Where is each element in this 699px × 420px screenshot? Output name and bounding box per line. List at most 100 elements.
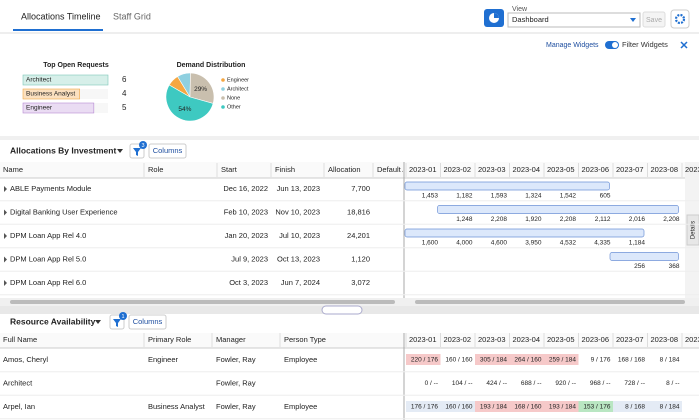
month-header: 2023-08: [651, 335, 679, 344]
view-label: View: [512, 6, 528, 13]
bar-value: 5: [122, 103, 127, 112]
filter-widgets-label: Filter Widgets: [622, 40, 668, 49]
cell: 688 / --: [521, 380, 542, 387]
cell: 153 / 176: [583, 404, 610, 411]
cell: Jan 20, 2023: [225, 231, 268, 240]
bar-value: 4: [122, 89, 127, 98]
scroll-thumb[interactable]: [415, 300, 685, 304]
month-header: 2023-02: [444, 165, 472, 174]
cell: Dec 16, 2022: [223, 184, 268, 193]
legend-swatch: [221, 96, 225, 100]
month-header: 2023-04: [513, 165, 541, 174]
cell: Engineer: [148, 355, 179, 364]
cell: 968 / --: [590, 380, 611, 387]
tab[interactable]: Allocations Timeline: [21, 11, 101, 21]
cell: 728 / --: [624, 380, 645, 387]
cell: 4,600: [491, 240, 508, 247]
cell: 2,112: [595, 216, 611, 223]
month-header: 2023-02: [444, 335, 472, 344]
cell: Jun 7, 2024: [281, 278, 320, 287]
cell: 368: [669, 263, 680, 270]
cell: 8 / 184: [660, 404, 680, 411]
cell: 3,072: [351, 278, 370, 287]
cell: Fowler, Ray: [216, 378, 256, 387]
view-value: Dashboard: [512, 15, 549, 24]
cell: 1,542: [560, 193, 577, 200]
section-title[interactable]: Resource Availability: [10, 316, 96, 326]
month-header: 2023-05: [547, 165, 575, 174]
month-header: 2023-07: [616, 165, 644, 174]
cell: 7,700: [351, 184, 370, 193]
month-header: 2023-01: [409, 165, 437, 174]
column-header: Finish: [275, 165, 295, 174]
cell: 220 / 176: [411, 357, 438, 364]
filter-count: 3: [141, 143, 144, 149]
cell: 1,248: [456, 216, 473, 223]
cell: DPM Loan App Rel 6.0: [10, 278, 86, 287]
cell: DPM Loan App Rel 5.0: [10, 254, 86, 263]
cell: 305 / 184: [480, 357, 507, 364]
cell: Oct 13, 2023: [277, 254, 320, 263]
month-header: 2023-09: [685, 165, 699, 174]
cell: 18,816: [347, 207, 370, 216]
month-header: 2023-03: [478, 165, 506, 174]
section-title[interactable]: Allocations By Investment: [10, 145, 116, 155]
slice-label: 29%: [194, 86, 207, 93]
expand-arrow: [4, 186, 7, 192]
cell: 259 / 184: [549, 357, 576, 364]
slice-label: 54%: [178, 106, 191, 113]
cell: 168 / 160: [514, 404, 541, 411]
dropdown-arrow: [95, 320, 101, 324]
cell: 4,335: [594, 240, 611, 247]
cell: ABLE Payments Module: [10, 184, 91, 193]
cell: Fowler, Ray: [216, 355, 256, 364]
widget-title: Top Open Requests: [43, 62, 109, 69]
manage-widgets-link[interactable]: Manage Widgets: [546, 42, 599, 49]
cell: 1,120: [351, 254, 370, 263]
cell: Employee: [284, 355, 317, 364]
tab[interactable]: Staff Grid: [113, 11, 151, 21]
cell: 3,950: [525, 240, 542, 247]
cell: Fowler, Ray: [216, 402, 256, 411]
cell: 605: [600, 193, 611, 200]
scroll-thumb[interactable]: [10, 300, 395, 304]
cell: 193 / 184: [480, 404, 507, 411]
cell: 193 / 184: [549, 404, 576, 411]
section-separator: [0, 136, 699, 140]
columns-label: Columns: [153, 146, 183, 155]
cell: 256: [634, 263, 645, 270]
cell: 4,532: [560, 240, 577, 247]
details-label: Details: [691, 221, 697, 239]
month-header: 2023-06: [582, 165, 610, 174]
cell: 0 / --: [425, 380, 438, 387]
gantt-bar: [405, 229, 644, 237]
cell: 4,000: [456, 240, 473, 247]
expand-arrow: [4, 233, 7, 239]
month-header: 2023-04: [513, 335, 541, 344]
cell: 1,184: [629, 240, 646, 247]
month-header: 2023-09: [685, 335, 699, 344]
cell: 2,208: [663, 216, 680, 223]
cell: 1,600: [422, 240, 439, 247]
gantt-bar: [438, 206, 679, 214]
dropdown-arrow: [117, 149, 123, 153]
splitter-handle[interactable]: [322, 306, 362, 314]
expand-arrow: [4, 257, 7, 263]
bar-label: Business Analyst: [26, 91, 75, 98]
cell: 1,593: [491, 193, 508, 200]
cell: Business Analyst: [148, 402, 206, 411]
gantt-bar: [405, 182, 610, 190]
settings-button[interactable]: [671, 10, 689, 28]
close-button[interactable]: [681, 42, 687, 48]
cell: 424 / --: [486, 380, 507, 387]
column-header: Manager: [216, 335, 246, 344]
gantt-bar: [610, 253, 679, 261]
toggle-knob: [612, 42, 618, 48]
expand-arrow: [4, 280, 7, 286]
cell: 168 / 168: [618, 357, 645, 364]
month-header: 2023-08: [651, 165, 679, 174]
filter-count: 1: [121, 314, 124, 320]
legend-swatch: [221, 105, 225, 109]
